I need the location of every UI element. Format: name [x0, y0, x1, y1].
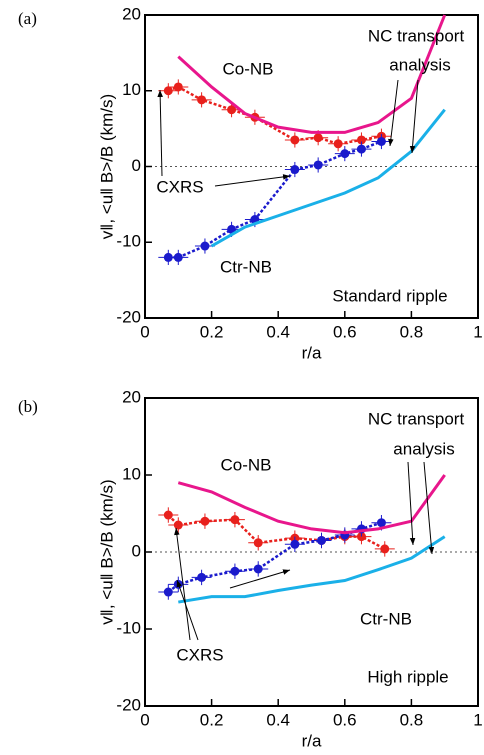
annotation-arrow: [388, 79, 399, 147]
data-point: [376, 518, 386, 528]
data-point: [200, 516, 210, 526]
x-tick-label: 0.2: [200, 710, 224, 729]
data-point: [173, 252, 183, 262]
data-point: [340, 149, 350, 159]
data-point: [227, 105, 237, 115]
data-point: [356, 144, 366, 154]
y-axis-label: v‖, <u‖ B>/B (km/s): [97, 479, 116, 624]
x-tick-label: 0.6: [333, 710, 357, 729]
data-point: [316, 535, 326, 545]
data-point: [313, 133, 323, 143]
x-tick-label: 0.4: [266, 322, 290, 341]
panel-label: (b): [18, 397, 38, 416]
data-point: [173, 520, 183, 530]
y-axis-label: v‖, <u‖ B>/B (km/s): [97, 94, 116, 239]
nc-curve: [178, 535, 446, 604]
data-point: [380, 544, 390, 554]
annotation: Standard ripple: [332, 286, 447, 305]
y-tick-label: 20: [122, 387, 141, 406]
annotation-arrow: [214, 174, 291, 187]
annotation: analysis: [389, 55, 450, 74]
x-tick-label: 0: [140, 322, 149, 341]
y-tick-label: -20: [116, 307, 141, 326]
annotation-arrow: [229, 569, 291, 589]
annotation: High ripple: [367, 667, 448, 686]
data-point: [197, 572, 207, 582]
data-point: [163, 510, 173, 520]
annotation: Co-NB: [222, 59, 273, 78]
cxrs-connector: [167, 85, 382, 146]
x-axis-label: r/a: [302, 731, 322, 750]
data-point: [163, 587, 173, 597]
annotation: CXRS: [176, 645, 223, 664]
annotation-arrow: [407, 461, 416, 546]
annotation-arrow: [174, 527, 191, 641]
annotation: analysis: [393, 439, 454, 458]
data-point: [333, 139, 343, 149]
cxrs-connector: [168, 140, 382, 259]
annotation: NC transport: [368, 26, 465, 45]
data-point: [227, 224, 237, 234]
y-tick-label: -10: [116, 232, 141, 251]
annotation: NC transport: [368, 409, 465, 428]
data-point: [290, 135, 300, 145]
data-point: [290, 539, 300, 549]
y-tick-label: -10: [116, 618, 141, 637]
x-tick-label: 0.6: [333, 322, 357, 341]
x-tick-label: 0.4: [266, 710, 290, 729]
nc-curve: [177, 14, 447, 134]
annotation: CXRS: [156, 177, 203, 196]
annotation-arrow: [157, 89, 163, 177]
x-tick-label: 0.8: [400, 322, 424, 341]
y-tick-label: 0: [132, 541, 141, 560]
y-tick-label: 20: [122, 4, 141, 23]
data-point: [356, 135, 366, 145]
data-point: [200, 241, 210, 251]
data-point: [230, 566, 240, 576]
annotation: Ctr-NB: [220, 257, 272, 276]
data-point: [376, 137, 386, 147]
y-tick-label: 0: [132, 156, 141, 175]
annotation-arrow: [409, 79, 419, 154]
annotation-arrow: [176, 579, 199, 641]
y-tick-label: 10: [122, 80, 141, 99]
x-tick-label: 0.2: [200, 322, 224, 341]
data-point: [253, 564, 263, 574]
data-point: [313, 160, 323, 170]
data-point: [290, 165, 300, 175]
data-point: [230, 515, 240, 525]
data-point: [197, 95, 207, 105]
x-tick-label: 1: [473, 710, 482, 729]
y-tick-label: 10: [122, 464, 141, 483]
data-point: [173, 82, 183, 92]
annotation-arrow: [423, 461, 435, 555]
x-tick-label: 0.8: [400, 710, 424, 729]
nc-curve: [177, 474, 446, 535]
annotation: Co-NB: [220, 455, 271, 474]
nc-curve: [210, 108, 446, 248]
x-tick-label: 0: [140, 710, 149, 729]
data-point: [253, 538, 263, 548]
x-tick-label: 1: [473, 322, 482, 341]
data-point: [163, 86, 173, 96]
cxrs-connector: [167, 521, 382, 594]
cxrs-connector: [167, 514, 386, 551]
annotation: Ctr-NB: [360, 609, 412, 628]
panel-label: (a): [18, 9, 37, 28]
y-tick-label: -20: [116, 695, 141, 714]
x-axis-label: r/a: [302, 343, 322, 362]
